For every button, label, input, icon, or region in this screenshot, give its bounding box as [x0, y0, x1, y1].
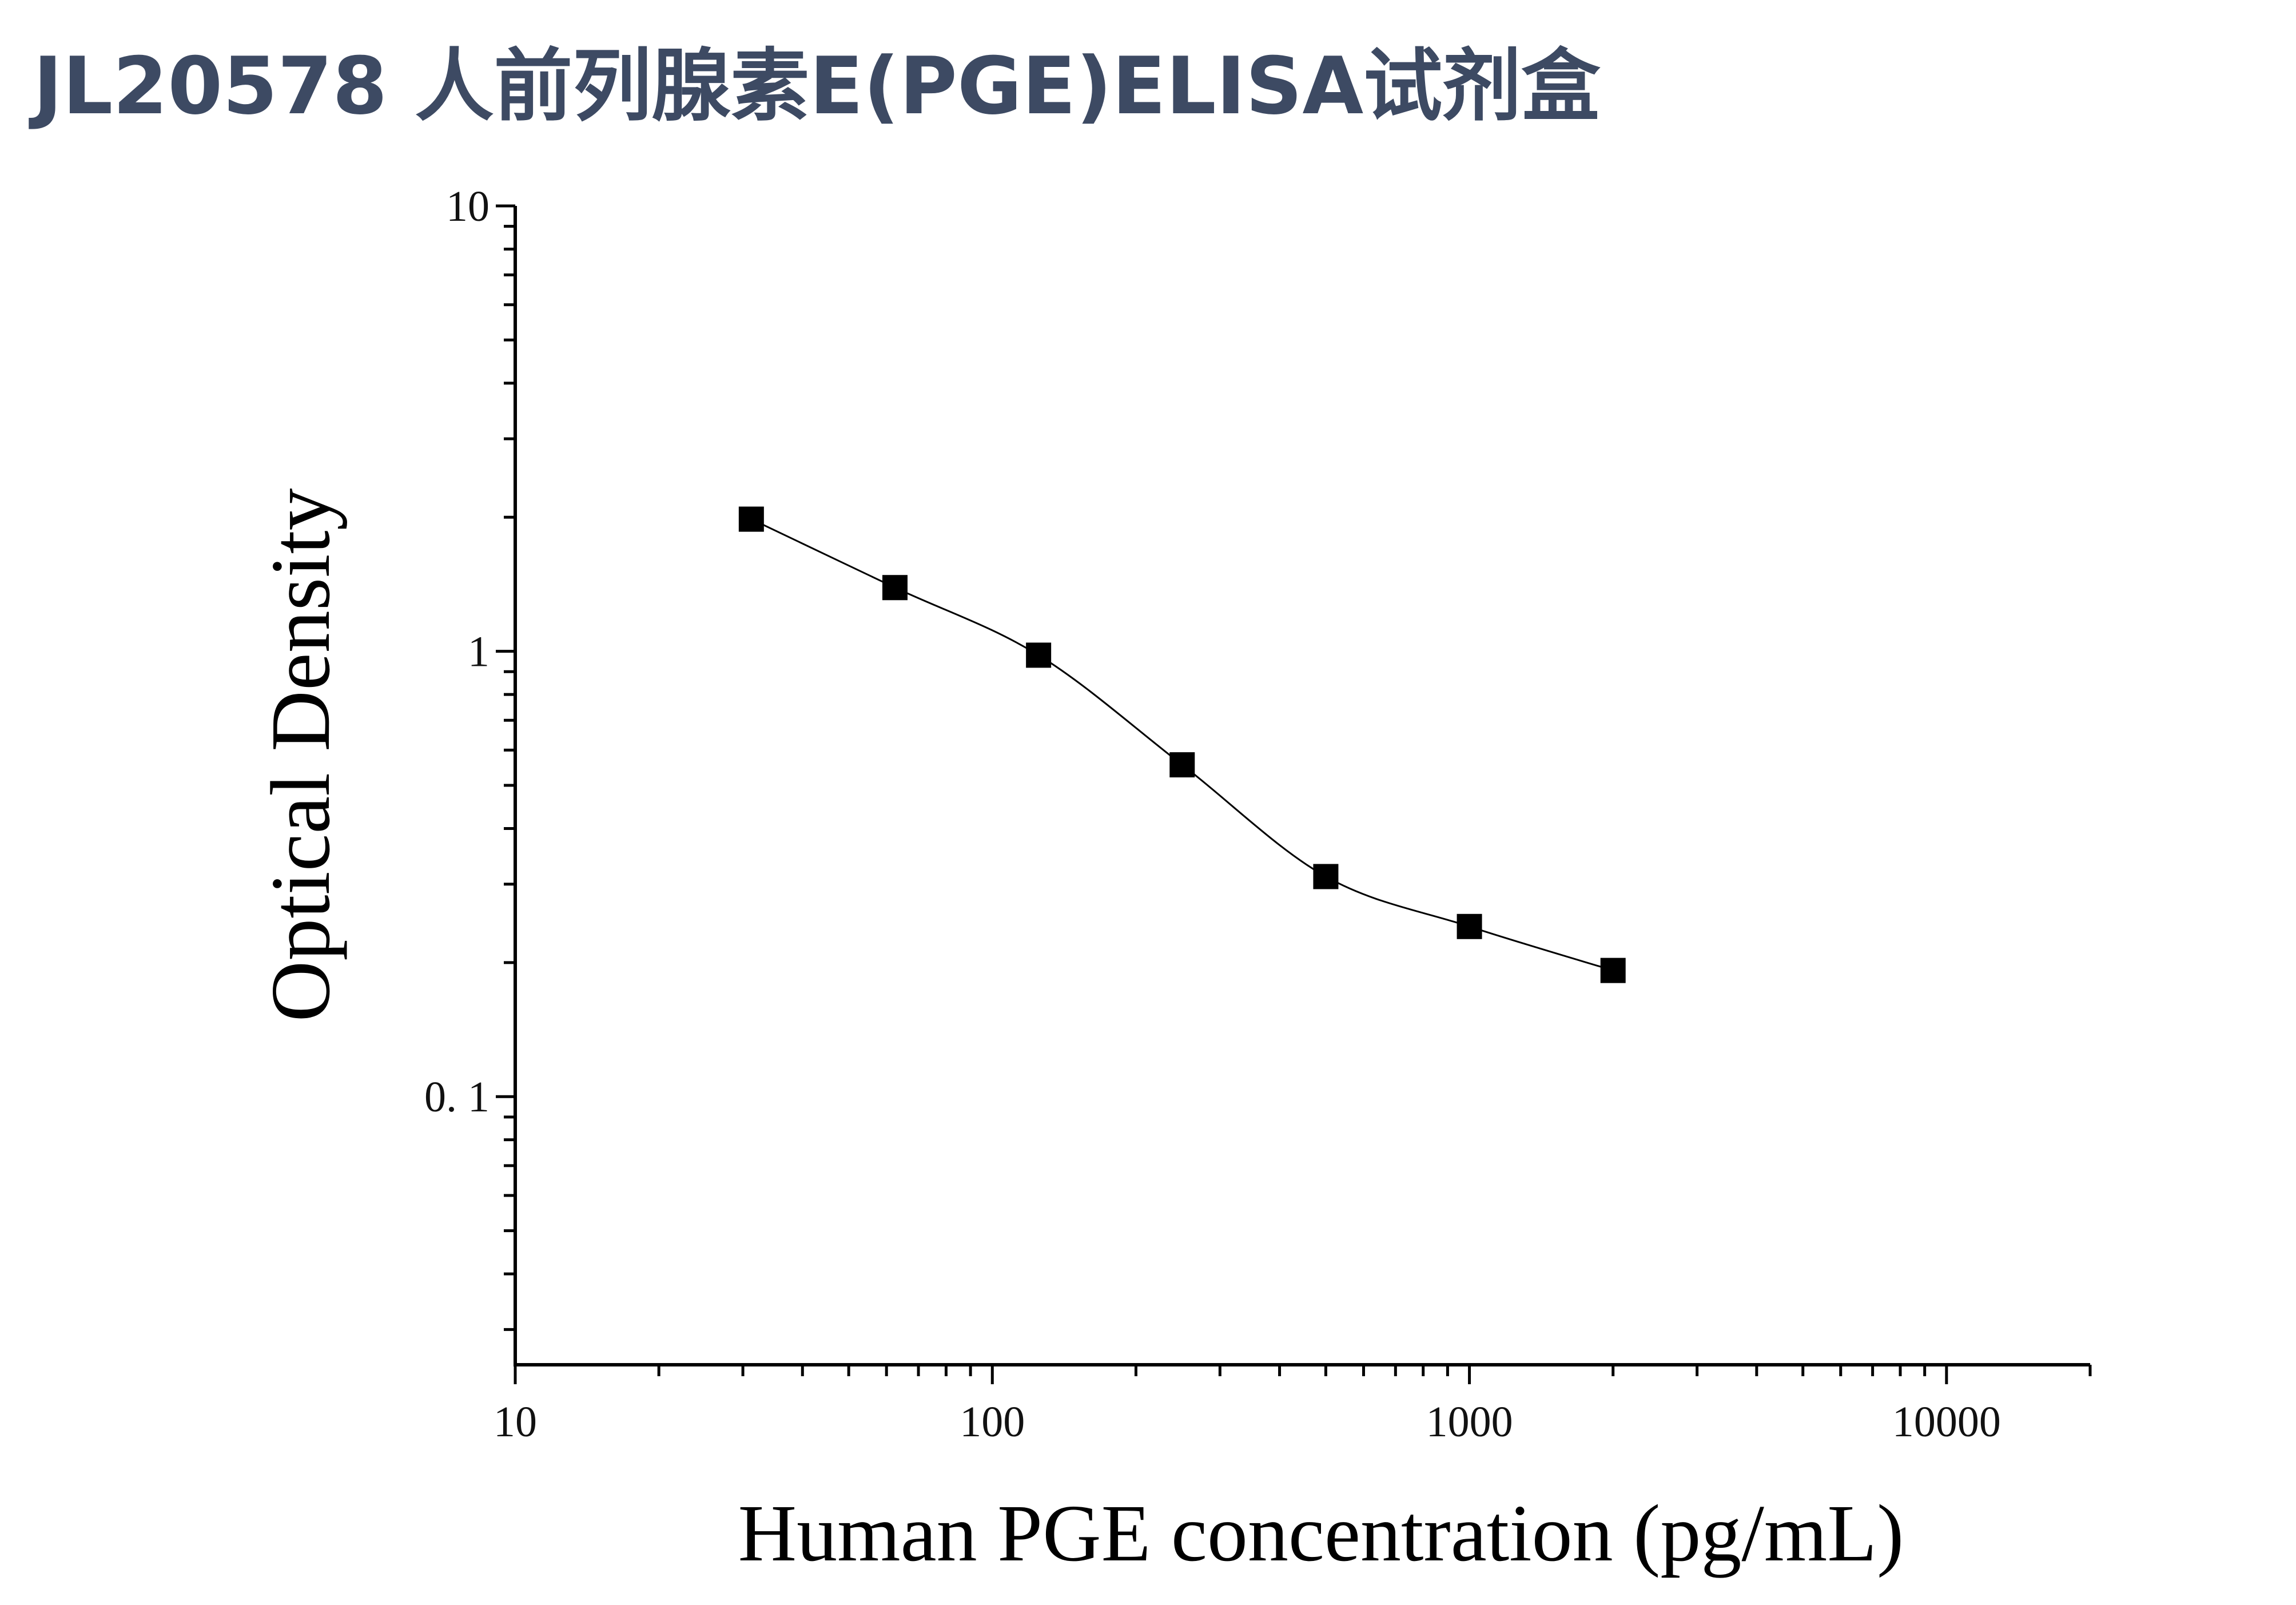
data-point [1169, 752, 1195, 778]
y-tick-label: 0. 1 [424, 1073, 490, 1121]
data-point [1457, 913, 1482, 939]
data-point [882, 575, 908, 601]
chart-title: JL20578 人前列腺素E(PGE)ELISA试剂盒 [29, 40, 1601, 132]
data-points [738, 506, 1626, 983]
axes: 10 100 1000 10000 0. 1 1 10 [424, 182, 2092, 1446]
fit-curve [751, 518, 1614, 972]
x-tick-label: 100 [960, 1398, 1025, 1446]
data-point [1313, 864, 1339, 889]
x-tick-label: 10000 [1892, 1398, 2001, 1446]
y-axis-label: Optical Density [254, 488, 348, 1022]
y-tick-label: 1 [468, 628, 490, 676]
data-point [738, 506, 764, 532]
data-point [1026, 642, 1052, 668]
x-axis-label: Human PGE concentration (pg/mL) [738, 1488, 1904, 1578]
y-tick-label: 10 [446, 182, 490, 231]
x-tick-label: 10 [494, 1398, 537, 1446]
x-tick-label: 1000 [1426, 1398, 1513, 1446]
data-point [1600, 958, 1626, 983]
